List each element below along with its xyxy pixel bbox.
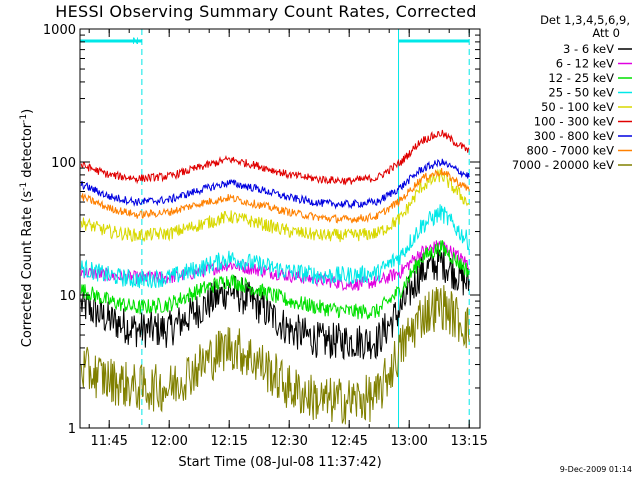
x-tick-label-6: 13:00 — [390, 434, 427, 449]
legend-header-detectors: Det 1,3,4,5,6,9, — [540, 13, 630, 27]
legend-label-8: 800 - 7000 keV — [526, 144, 614, 158]
legend-label-3: 12 - 25 keV — [548, 71, 614, 85]
timestamp: 9-Dec-2009 01:14 — [560, 465, 632, 474]
plot-frame — [79, 28, 481, 429]
x-axis-label: Start Time (08-Jul-08 11:37:42) — [178, 455, 381, 470]
series-lines — [80, 129, 470, 425]
legend-label-5: 50 - 100 keV — [541, 100, 614, 114]
x-tick-label-7: 13:15 — [450, 434, 487, 449]
series-line-9 — [80, 285, 470, 425]
x-axis: 11:45 12:00 12:15 12:30 12:45 13:00 13:15 — [88, 29, 488, 449]
series-line-3 — [80, 240, 470, 320]
x-tick-label-5: 12:45 — [330, 434, 367, 449]
x-tick-label-3: 12:15 — [210, 434, 247, 449]
legend-label-6: 100 - 300 keV — [534, 115, 614, 129]
series-line-6 — [80, 129, 470, 186]
y-tick-label-4: 1000 — [43, 23, 76, 38]
y-tick-label-3: 100 — [51, 156, 76, 171]
legend-label-1: 3 - 6 keV — [563, 42, 614, 56]
series-line-1 — [80, 245, 470, 361]
chart-title: HESSI Observing Summary Count Rates, Cor… — [55, 2, 476, 21]
legend-header-attenuator: Att 0 — [592, 26, 620, 40]
legend-label-4: 25 - 50 keV — [548, 86, 614, 100]
y-tick-label-2: 10 — [59, 289, 76, 304]
series-line-5 — [80, 168, 470, 243]
legend-label-7: 300 - 800 keV — [534, 129, 614, 143]
series-line-7 — [80, 158, 470, 210]
series-line-4 — [80, 204, 470, 289]
night-flag-label: N — [132, 37, 139, 47]
x-tick-label-1: 11:45 — [90, 434, 127, 449]
y-axis: 1 10 100 1000 — [43, 23, 480, 437]
y-axis-label: Corrected Count Rate (s-1 detector-1) — [19, 109, 35, 347]
y-tick-label-1: 1 — [68, 422, 76, 437]
legend-label-9: 7000 - 20000 keV — [512, 158, 614, 172]
x-tick-label-4: 12:30 — [270, 434, 307, 449]
series-line-8 — [80, 168, 470, 224]
legend-label-2: 6 - 12 keV — [556, 57, 614, 71]
x-tick-label-2: 12:00 — [150, 434, 187, 449]
